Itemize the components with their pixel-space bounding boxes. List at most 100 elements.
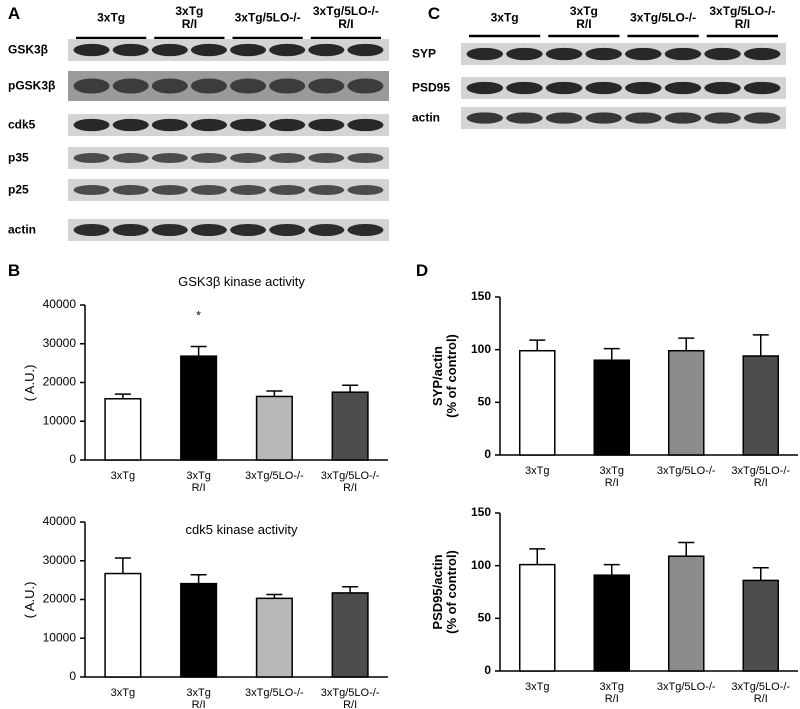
blot-band [506, 81, 543, 95]
blot-band [585, 112, 622, 124]
group-label: 3xTg R/I [175, 4, 204, 31]
blot-background [461, 77, 786, 99]
y-axis-label: PSD95/actin (% of control) [430, 550, 459, 634]
bar [742, 579, 780, 672]
blot-band [230, 43, 267, 57]
blot-band [230, 184, 267, 196]
blot-background [461, 107, 786, 129]
group-label: 3xTg/5LO-/- [630, 10, 697, 25]
blot-background [461, 43, 786, 65]
y-tick-label: 10000 [43, 630, 77, 644]
bar [180, 355, 218, 461]
blot-band [190, 43, 227, 57]
blot-band [112, 78, 149, 94]
bar [255, 395, 293, 461]
panel-letter: A [7, 4, 21, 23]
blot-band [704, 81, 741, 95]
group-label: 3xTg/5LO-/- R/I [312, 4, 379, 31]
y-axis-label: ( A.U.) [22, 581, 37, 618]
bar [104, 572, 142, 678]
blot-band [151, 152, 188, 164]
blot-band [190, 78, 227, 94]
blot-background [68, 114, 389, 136]
x-tick-label: 3xTg/5LO-/- [245, 687, 304, 699]
blot-band [269, 223, 306, 237]
blot-band [230, 78, 267, 94]
y-axis-label: SYP/actin (% of control) [430, 334, 459, 418]
bar [331, 391, 369, 461]
blot-band [73, 184, 110, 196]
blot-band [347, 152, 384, 164]
x-tick-label: 3xTg/5LO-/- R/I [731, 681, 791, 705]
blot-band [230, 223, 267, 237]
blot-band [664, 112, 702, 124]
bar [742, 355, 780, 456]
blot-band [73, 118, 110, 132]
blot-band [112, 118, 149, 132]
x-tick-label: 3xTg/5LO-/- [245, 470, 304, 482]
y-tick-label: 0 [69, 669, 76, 683]
blot-band [347, 223, 384, 237]
y-tick-label: 150 [471, 505, 491, 519]
blot-row-label: GSK3β [8, 42, 49, 57]
blot-band [151, 118, 188, 132]
blot-row-label: PSD95 [412, 80, 451, 95]
x-tick-label: 3xTg/5LO-/- R/I [731, 465, 791, 489]
bar [667, 349, 705, 456]
blot-row-label: p25 [8, 182, 29, 197]
blot-band [585, 81, 622, 95]
blot-row-label: SYP [412, 46, 437, 61]
blot-band [466, 47, 504, 61]
blot-band [269, 152, 306, 164]
bar [180, 582, 218, 678]
panel-letter: B [7, 261, 21, 280]
blot-band [308, 152, 345, 164]
group-label: 3xTg [490, 10, 519, 25]
blot-band [506, 47, 543, 61]
blot-band [190, 223, 227, 237]
blot-band [73, 152, 110, 164]
blot-band [625, 47, 662, 61]
y-tick-label: 20000 [43, 375, 77, 389]
blot-band [269, 43, 306, 57]
annotation: * [196, 309, 201, 323]
bar [518, 349, 556, 456]
blot-band [545, 112, 583, 124]
blot-band [625, 112, 662, 124]
blot-band [269, 78, 306, 94]
blot-band [112, 152, 149, 164]
blot-band [190, 152, 227, 164]
x-tick-label: 3xTg/5LO-/- [656, 681, 716, 693]
blot-band [347, 118, 384, 132]
bar [667, 555, 705, 672]
blot-band [112, 43, 149, 57]
blot-band [347, 184, 384, 196]
bar [331, 592, 369, 678]
blot-band [151, 78, 188, 94]
blot-band [73, 43, 110, 57]
y-tick-label: 40000 [43, 297, 77, 311]
bar [593, 574, 631, 672]
bar [518, 563, 556, 672]
blot-band [73, 223, 110, 237]
y-tick-label: 0 [484, 447, 491, 461]
blot-row-label: pGSK3β [8, 78, 56, 93]
panel-letter: C [427, 4, 441, 23]
bar [104, 398, 142, 461]
blot-band [151, 43, 188, 57]
blot-band [190, 118, 227, 132]
blot-band [743, 47, 781, 61]
y-tick-label: 10000 [43, 413, 77, 427]
x-tick-label: 3xTg [525, 465, 550, 477]
blot-background [68, 219, 389, 241]
blot-band [151, 223, 188, 237]
blot-band [664, 47, 702, 61]
blot-band [466, 112, 504, 124]
y-axis-label: ( A.U.) [22, 364, 37, 401]
y-tick-label: 50 [478, 395, 492, 409]
bar [255, 597, 293, 678]
y-tick-label: 100 [471, 342, 491, 356]
chart-title: GSK3β kinase activity [178, 274, 305, 289]
blot-row-label: p35 [8, 150, 29, 165]
